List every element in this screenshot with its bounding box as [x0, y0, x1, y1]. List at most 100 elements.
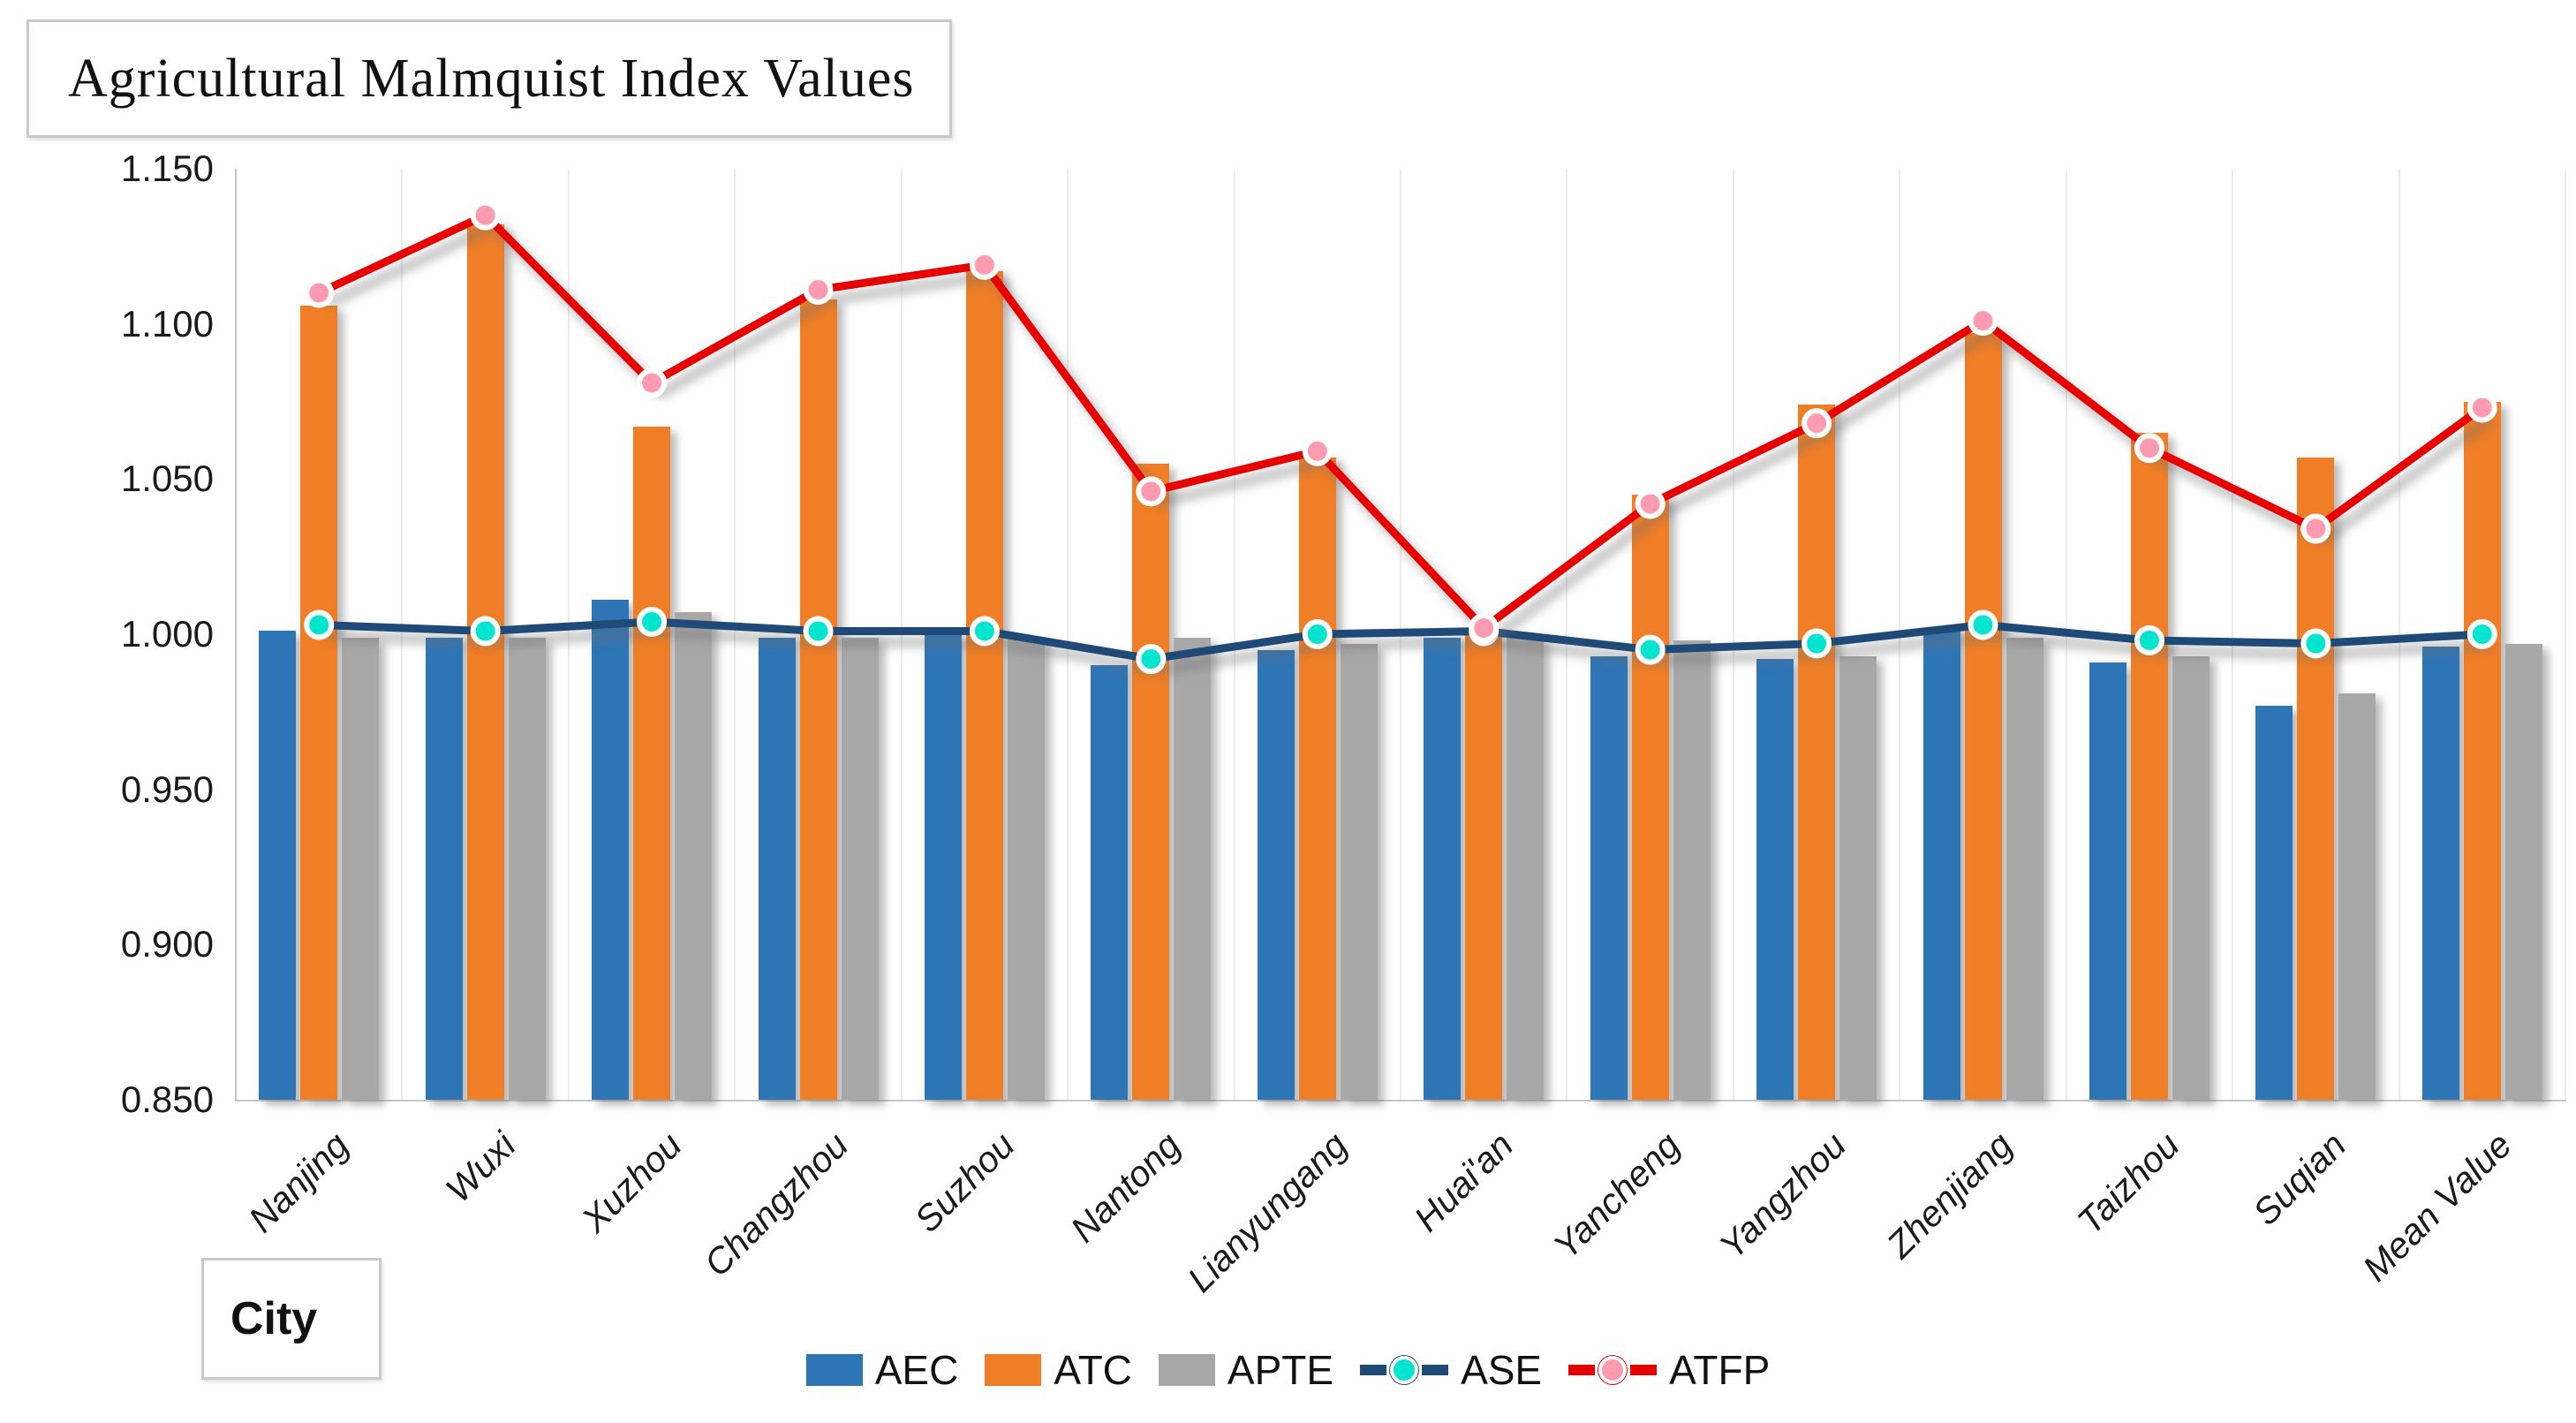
marker-ATFP-Yangzhou [1802, 408, 1832, 439]
marker-ASE-Nanjing [304, 609, 335, 640]
bar-APTE-Changzhou [841, 637, 879, 1100]
marker-ATFP-Huai'an [1469, 612, 1500, 643]
bar-AEC-Zhenjiang [1923, 627, 1960, 1100]
marker-ASE-Suzhou [969, 616, 1000, 647]
bar-AEC-Taizhou [2089, 662, 2127, 1100]
marker-ASE-Nantong [1136, 644, 1167, 675]
legend-swatch-APTE [1158, 1354, 1215, 1386]
bar-ATC-Huai'an [1465, 634, 1503, 1100]
marker-ASE-Lianyungang [1302, 619, 1333, 649]
marker-ASE-Suqian [2300, 628, 2331, 659]
bar-APTE-Lianyungang [1340, 643, 1378, 1100]
category-gridline [2565, 169, 2566, 1100]
bar-APTE-Nantong [1174, 637, 1212, 1100]
bar-ATC-Nantong [1132, 463, 1170, 1100]
bar-AEC-Mean Value [2421, 647, 2459, 1100]
marker-ASE-Wuxi [470, 616, 501, 647]
bar-ATC-Yangzhou [1798, 405, 1836, 1100]
line-ATFP [317, 211, 2485, 632]
legend-item-AEC: AEC [805, 1346, 959, 1394]
legend-item-ATC: ATC [985, 1346, 1132, 1394]
bar-APTE-Xuzhou [675, 612, 713, 1100]
bar-ATC-Nanjing [300, 305, 338, 1100]
y-tick-label: 0.850 [120, 1079, 214, 1120]
x-axis-line [235, 1100, 2566, 1101]
bar-APTE-Huai'an [1507, 637, 1545, 1100]
bar-APTE-Nanjing [342, 637, 380, 1100]
legend-glyph-part [1630, 1365, 1658, 1375]
legend-glyph-part [1598, 1356, 1628, 1384]
marker-ASE-Taizhou [2134, 625, 2164, 656]
marker-ASE-Zhenjiang [1968, 609, 1998, 640]
bar-AEC-Wuxi [425, 637, 463, 1100]
legend-label-ATFP: ATFP [1669, 1347, 1771, 1393]
x-axis-title: City [230, 1293, 318, 1344]
legend-glyph-part [1360, 1365, 1387, 1375]
bar-ATC-Taizhou [2130, 432, 2168, 1100]
category-gridline [1233, 169, 1235, 1100]
marker-ATFP-Zhenjiang [1968, 306, 1998, 337]
legend-swatch-ATC [985, 1354, 1042, 1386]
marker-ATFP-Yancheng [1635, 488, 1666, 519]
legend-glyph-part [1568, 1365, 1596, 1375]
marker-ATFP-Nanjing [304, 277, 335, 308]
bar-AEC-Lianyungang [1257, 649, 1295, 1100]
category-gridline [734, 169, 737, 1100]
marker-ASE-Mean Value [2466, 619, 2497, 649]
marker-ATFP-Xuzhou [637, 367, 668, 398]
legend-label-ASE: ASE [1461, 1347, 1543, 1393]
bar-ATC-Wuxi [466, 224, 504, 1100]
legend-line-glyph-ASE [1360, 1354, 1449, 1386]
bar-ATC-Zhenjiang [1964, 333, 2002, 1100]
legend-line-glyph-ATFP [1568, 1354, 1658, 1386]
y-tick-label: 1.150 [120, 148, 214, 189]
category-gridline [2232, 169, 2234, 1100]
y-tick-label: 1.000 [120, 613, 214, 655]
y-tick-label: 1.050 [120, 458, 214, 500]
legend-glyph-part [1390, 1356, 1419, 1384]
legend-item-ASE: ASE [1360, 1346, 1542, 1394]
bar-APTE-Suqian [2338, 693, 2376, 1100]
line-ASE [319, 617, 2483, 663]
legend-swatch-AEC [805, 1354, 863, 1386]
legend-label-AEC: AEC [874, 1347, 959, 1393]
bar-AEC-Changzhou [758, 637, 796, 1100]
legend: AEC ATC APTE ASE ATFP [0, 1346, 2576, 1394]
category-gridline [401, 169, 404, 1100]
category-gridline [2398, 169, 2400, 1100]
y-tick-label: 0.950 [120, 768, 214, 810]
legend-item-ATFP: ATFP [1568, 1346, 1770, 1394]
chart-title-box: Agricultural Malmquist Index Values [26, 19, 952, 138]
legend-label-APTE: APTE [1227, 1347, 1334, 1393]
marker-ASE-Yangzhou [1802, 628, 1832, 659]
x-axis-title-box: City [201, 1258, 381, 1380]
category-gridline [567, 169, 570, 1100]
bar-ATC-Mean Value [2463, 401, 2501, 1100]
category-gridline [1566, 169, 1568, 1100]
bar-APTE-Suzhou [1007, 637, 1045, 1100]
bar-ATC-Yancheng [1631, 494, 1669, 1100]
y-tick-label: 0.900 [120, 923, 214, 965]
marker-ATFP-Suzhou [969, 249, 1000, 280]
legend-glyph-part [1422, 1365, 1449, 1375]
bar-ATC-Xuzhou [633, 426, 671, 1100]
marker-ATFP-Lianyungang [1302, 435, 1333, 466]
marker-ASE-Xuzhou [637, 606, 668, 637]
y-tick-label: 1.100 [120, 302, 214, 344]
marker-ATFP-Nantong [1136, 476, 1167, 507]
marker-ATFP-Taizhou [2134, 433, 2164, 464]
category-gridline [1732, 169, 1734, 1100]
marker-ASE-Changzhou [803, 616, 834, 647]
bar-ATC-Lianyungang [1298, 457, 1336, 1100]
bar-AEC-Xuzhou [592, 600, 630, 1100]
chart-title: Agricultural Malmquist Index Values [68, 48, 915, 109]
bar-APTE-Zhenjiang [2006, 637, 2043, 1100]
bar-AEC-Suqian [2255, 705, 2293, 1100]
bar-APTE-Yangzhou [1839, 655, 1877, 1100]
legend-label-ATC: ATC [1054, 1347, 1132, 1393]
marker-ATFP-Wuxi [470, 200, 501, 231]
marker-ATFP-Suqian [2300, 513, 2331, 544]
